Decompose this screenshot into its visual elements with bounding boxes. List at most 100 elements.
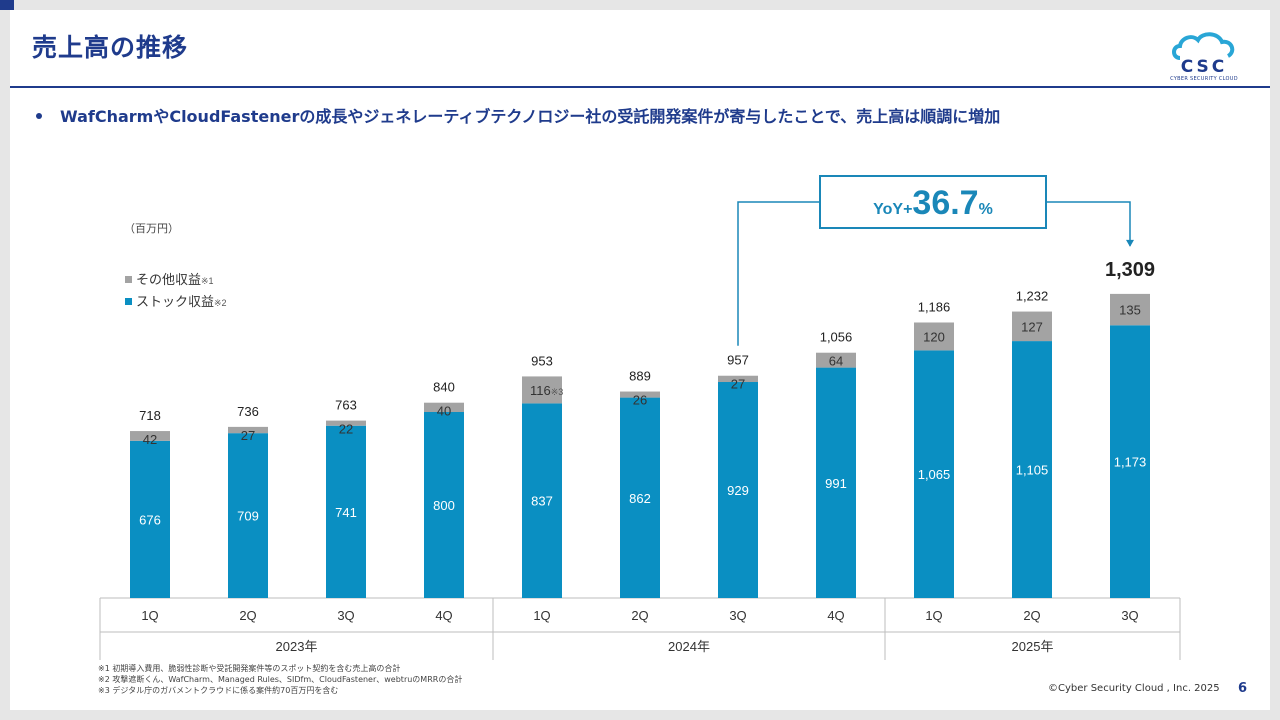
stock-revenue-bar <box>718 382 758 598</box>
total-label: 1,232 <box>1016 289 1049 304</box>
legend-swatch <box>125 276 132 283</box>
page-number: 6 <box>1238 681 1248 696</box>
yoy-callout-text: YoY+36.7% <box>873 184 993 222</box>
other-revenue-bar <box>718 375 758 383</box>
stock-value-label: 709 <box>237 509 259 524</box>
year-label: 2023年 <box>276 639 318 654</box>
stock-revenue-bar <box>620 397 660 598</box>
stock-revenue-bar <box>1110 325 1150 598</box>
total-label: 953 <box>531 353 553 368</box>
category-label: 1Q <box>141 608 158 623</box>
summary-bullet: WafCharmやCloudFastenerの成長やジェネレーティブテクノロジー… <box>36 103 1000 127</box>
stock-revenue-bar <box>816 367 856 598</box>
title-divider <box>10 86 1270 88</box>
callout-left-connector <box>737 201 820 346</box>
copyright: ©Cyber Security Cloud , Inc. 2025 <box>1048 683 1220 694</box>
corner-accent <box>0 0 14 10</box>
other-revenue-bar <box>914 322 954 351</box>
legend-note: ※1 <box>201 276 214 286</box>
stock-value-label: 800 <box>433 498 455 513</box>
year-label: 2025年 <box>1012 639 1054 654</box>
stock-revenue-bar <box>130 440 170 598</box>
category-label: 1Q <box>925 608 942 623</box>
logo-text: CYBER SECURITY CLOUD <box>1170 76 1238 82</box>
footnotes: ※1 初期導入費用、脆弱性診断や受託開発案件等のスポット契約を含む売上高の合計 … <box>98 663 462 696</box>
total-label: 1,186 <box>918 299 951 314</box>
stock-revenue-bar <box>522 403 562 598</box>
other-revenue-bar <box>620 391 660 398</box>
stock-value-label: 862 <box>629 491 651 506</box>
category-label: 3Q <box>337 608 354 623</box>
other-revenue-bar <box>130 431 170 441</box>
legend-note: ※2 <box>214 298 227 308</box>
bullet-dot-icon <box>36 112 42 119</box>
yoy-suffix: % <box>979 201 993 218</box>
year-label: 2024年 <box>668 639 710 654</box>
other-revenue-bar <box>228 426 268 434</box>
stock-value-label: 1,105 <box>1016 463 1049 478</box>
other-value-label: 116※3 <box>530 383 563 398</box>
stock-value-label: 676 <box>139 512 161 527</box>
other-value-label: 64 <box>829 354 843 369</box>
category-label: 2Q <box>631 608 648 623</box>
legend-swatch <box>125 298 132 305</box>
callout-box <box>819 175 1047 229</box>
other-value-note: ※3 <box>551 387 564 397</box>
category-label: 1Q <box>533 608 550 623</box>
svg-text:CSC: CSC <box>1181 57 1228 76</box>
category-label: 2Q <box>239 608 256 623</box>
other-revenue-bar <box>1110 293 1150 326</box>
highlight-total-label: 1,309 <box>1105 259 1155 281</box>
other-revenue-bar <box>816 352 856 368</box>
stock-value-label: 929 <box>727 483 749 498</box>
footnote-2: ※2 攻撃遮断くん、WafCharm、Managed Rules、SIDfm、C… <box>98 675 463 684</box>
category-label: 3Q <box>1121 608 1138 623</box>
company-logo: CSC CYBER SECURITY CLOUD <box>1166 28 1242 82</box>
other-revenue-bar <box>1012 311 1052 342</box>
stock-value-label: 837 <box>531 494 553 509</box>
stock-value-label: 1,065 <box>918 467 951 482</box>
total-label: 957 <box>727 353 749 368</box>
page-title: 売上高の推移 <box>32 33 189 62</box>
callout-arrow-icon <box>1126 239 1134 247</box>
category-label: 4Q <box>435 608 452 623</box>
total-label: 889 <box>629 369 651 384</box>
stock-revenue-bar <box>1012 341 1052 598</box>
summary-text: WafCharmやCloudFastenerの成長やジェネレーティブテクノロジー… <box>60 107 1001 126</box>
callout-right-connector <box>1046 201 1131 246</box>
stock-revenue-bar <box>326 425 366 598</box>
other-value-label: 42 <box>143 432 157 447</box>
other-revenue-bar <box>522 376 562 404</box>
total-label: 718 <box>139 408 161 423</box>
other-revenue-bar <box>424 402 464 412</box>
total-label: 763 <box>335 398 357 413</box>
total-label: 736 <box>237 404 259 419</box>
other-value-label: 26 <box>633 393 647 408</box>
other-value-label: 127 <box>1021 319 1043 334</box>
other-value-label: 120 <box>923 329 945 344</box>
stock-revenue-bar <box>424 412 464 598</box>
legend-label: その他収益※1 <box>136 272 214 287</box>
stock-revenue-bar <box>228 433 268 598</box>
cloud-logo-icon: CSC <box>1172 32 1235 77</box>
other-revenue-bar <box>326 420 366 426</box>
stock-value-label: 741 <box>335 505 357 520</box>
category-label: 3Q <box>729 608 746 623</box>
other-value-label: 40 <box>437 404 451 419</box>
other-value-label: 27 <box>731 377 745 392</box>
other-value-label: 22 <box>339 422 353 437</box>
total-label: 1,056 <box>820 330 853 345</box>
stock-revenue-bar <box>914 350 954 598</box>
yoy-prefix: YoY+ <box>873 201 912 218</box>
total-label: 840 <box>433 380 455 395</box>
legend-label: ストック収益※2 <box>136 294 227 309</box>
footnote-3: ※3 デジタル庁のガバメントクラウドに係る案件約70百万円を含む <box>98 686 339 695</box>
yoy-value: 36.7 <box>912 184 978 222</box>
other-value-label: 135 <box>1119 303 1141 318</box>
stock-value-label: 991 <box>825 476 847 491</box>
category-label: 4Q <box>827 608 844 623</box>
unit-label: （百万円） <box>124 222 179 235</box>
stock-value-label: 1,173 <box>1114 455 1147 470</box>
footnote-1: ※1 初期導入費用、脆弱性診断や受託開発案件等のスポット契約を含む売上高の合計 <box>98 664 401 673</box>
